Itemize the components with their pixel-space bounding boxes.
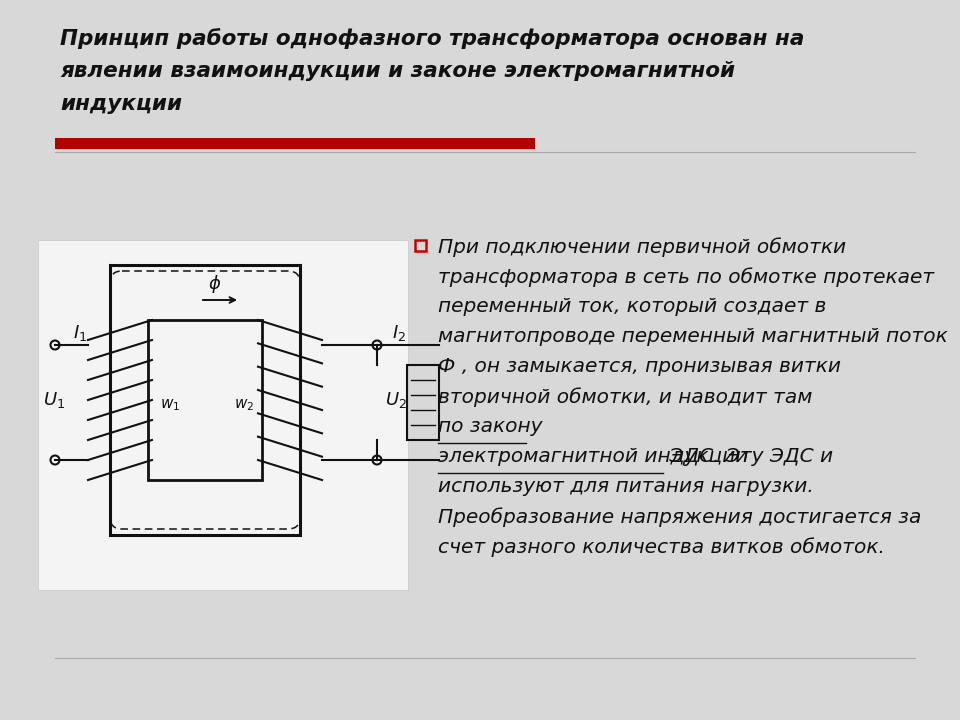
Text: ЭДС. Эту ЭДС и: ЭДС. Эту ЭДС и bbox=[663, 447, 833, 466]
Text: магнитопроводе переменный магнитный поток: магнитопроводе переменный магнитный пото… bbox=[438, 327, 948, 346]
Text: явлении взаимоиндукции и законе электромагнитной: явлении взаимоиндукции и законе электром… bbox=[60, 61, 735, 81]
Text: используют для питания нагрузки.: используют для питания нагрузки. bbox=[438, 477, 814, 496]
Text: по закону: по закону bbox=[438, 417, 542, 436]
Text: трансформатора в сеть по обмотке протекает: трансформатора в сеть по обмотке протека… bbox=[438, 267, 934, 287]
Bar bbox=[148, 320, 262, 480]
Text: $w_2$: $w_2$ bbox=[234, 397, 254, 413]
Text: Ф , он замыкается, пронизывая витки: Ф , он замыкается, пронизывая витки bbox=[438, 357, 841, 376]
Text: переменный ток, который создает в: переменный ток, который создает в bbox=[438, 297, 827, 316]
Bar bbox=[407, 365, 439, 440]
Text: $\phi$: $\phi$ bbox=[208, 273, 222, 295]
Text: электромагнитной индукции: электромагнитной индукции bbox=[438, 447, 749, 466]
Text: $I_1$: $I_1$ bbox=[73, 323, 87, 343]
Text: $U_2$: $U_2$ bbox=[385, 390, 407, 410]
Text: $w_1$: $w_1$ bbox=[160, 397, 180, 413]
Bar bbox=[38, 240, 408, 590]
Bar bbox=[415, 240, 426, 251]
Text: Принцип работы однофазного трансформатора основан на: Принцип работы однофазного трансформатор… bbox=[60, 28, 804, 49]
Text: $I_2$: $I_2$ bbox=[392, 323, 406, 343]
Text: счет разного количества витков обмоток.: счет разного количества витков обмоток. bbox=[438, 537, 885, 557]
Text: индукции: индукции bbox=[60, 94, 182, 114]
Bar bbox=[55, 138, 535, 149]
Text: При подключении первичной обмотки: При подключении первичной обмотки bbox=[438, 237, 846, 256]
Text: $U_1$: $U_1$ bbox=[43, 390, 65, 410]
Bar bbox=[110, 265, 300, 535]
Text: Преобразование напряжения достигается за: Преобразование напряжения достигается за bbox=[438, 507, 922, 526]
Text: вторичной обмотки, и наводит там: вторичной обмотки, и наводит там bbox=[438, 387, 819, 407]
